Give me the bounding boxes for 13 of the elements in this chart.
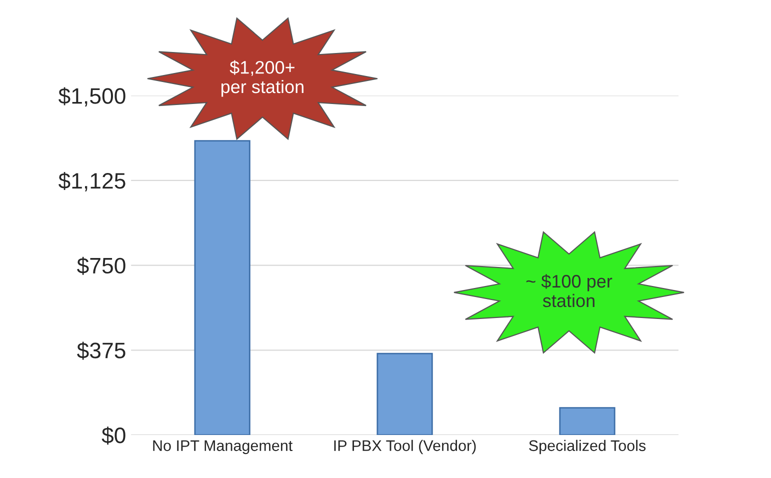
x-tick-label: Specialized Tools [529,440,646,454]
bar [194,140,250,435]
y-tick-label: $1,500 [58,87,126,106]
annotation: $1,200+ per station [221,60,304,97]
y-tick-label: $375 [77,342,126,360]
annotation: ~ $100 per station [526,274,612,308]
y-tick-label: $0 [102,426,126,445]
bar [376,352,433,435]
y-tick-label: $1,125 [58,172,126,192]
y-tick-label: $750 [77,256,126,275]
bar [559,407,616,435]
x-tick-label: No IPT Management [153,440,293,454]
x-tick-label: IP PBX Tool (Vendor) [334,440,476,454]
